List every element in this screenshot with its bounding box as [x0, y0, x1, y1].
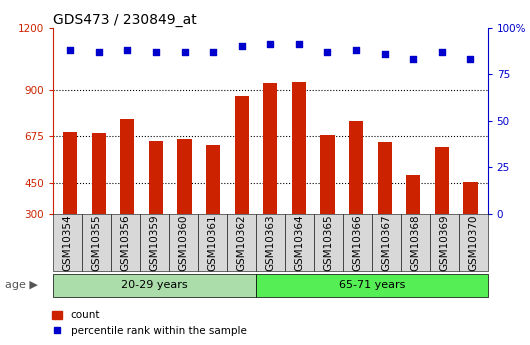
Text: 20-29 years: 20-29 years — [121, 280, 188, 290]
Bar — [206, 145, 220, 214]
Bar — [406, 175, 420, 214]
Point — [66, 47, 74, 53]
Point — [409, 57, 418, 62]
Point — [381, 51, 389, 57]
Point — [352, 47, 360, 53]
Point — [180, 49, 189, 55]
Text: GSM10366: GSM10366 — [352, 214, 362, 271]
Text: 65-71 years: 65-71 years — [339, 280, 405, 290]
Point — [323, 49, 332, 55]
Text: GSM10367: GSM10367 — [381, 214, 391, 271]
Bar — [292, 82, 306, 214]
Bar — [235, 96, 249, 214]
Text: GSM10368: GSM10368 — [410, 214, 420, 271]
Point — [438, 49, 446, 55]
Text: GSM10369: GSM10369 — [439, 214, 449, 271]
Point — [94, 49, 103, 55]
Point — [152, 49, 160, 55]
Text: GSM10365: GSM10365 — [323, 214, 333, 271]
Bar — [263, 83, 277, 214]
Point — [237, 43, 246, 49]
Text: GDS473 / 230849_at: GDS473 / 230849_at — [53, 12, 197, 27]
Bar — [463, 182, 478, 214]
Point — [295, 42, 303, 47]
Text: age ▶: age ▶ — [5, 280, 38, 290]
Bar — [435, 147, 449, 214]
Bar — [377, 142, 392, 214]
Point — [123, 47, 131, 53]
Bar — [120, 119, 135, 214]
Text: GSM10361: GSM10361 — [207, 214, 217, 271]
Text: GSM10355: GSM10355 — [92, 214, 101, 271]
Text: GSM10356: GSM10356 — [120, 214, 130, 271]
Text: GSM10363: GSM10363 — [266, 214, 275, 271]
Bar — [149, 141, 163, 214]
Text: GSM10370: GSM10370 — [468, 214, 478, 270]
Bar — [63, 132, 77, 214]
Text: GSM10354: GSM10354 — [63, 214, 73, 271]
Text: GSM10364: GSM10364 — [294, 214, 304, 271]
Text: GSM10359: GSM10359 — [149, 214, 160, 271]
Point — [209, 49, 217, 55]
Text: GSM10362: GSM10362 — [236, 214, 246, 271]
Bar — [349, 121, 363, 214]
Bar — [178, 139, 192, 214]
Text: GSM10360: GSM10360 — [179, 214, 188, 270]
Bar — [320, 135, 334, 214]
Point — [266, 42, 275, 47]
Bar — [92, 133, 106, 214]
Point — [466, 57, 475, 62]
Legend: count, percentile rank within the sample: count, percentile rank within the sample — [48, 306, 251, 340]
